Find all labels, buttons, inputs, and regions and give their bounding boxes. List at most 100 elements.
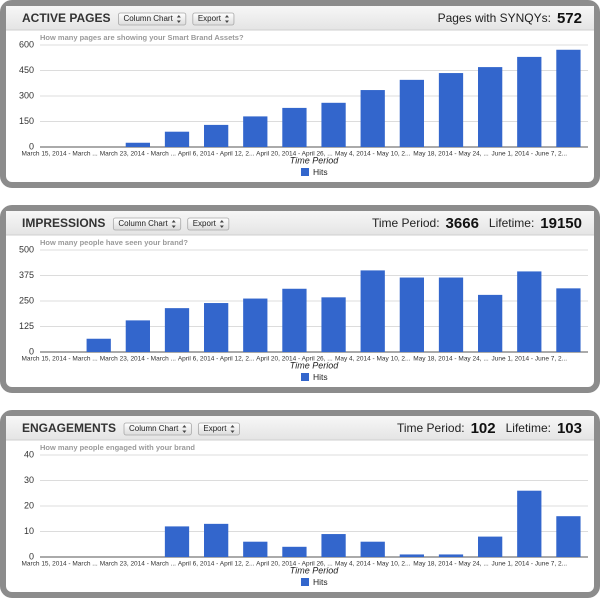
x-tick-label: May 18, 2014 - May 24, ... [413,561,489,568]
bar [478,67,503,147]
chart-subtitle: How many people have seen your brand? [40,238,188,247]
x-tick-label: March 15, 2014 - March ... [21,151,97,158]
stat-label: Time Period: [397,421,465,435]
panel-header [6,6,594,30]
legend-swatch [301,373,309,381]
x-axis-label: Time Period [290,360,339,370]
dropdown[interactable] [197,422,240,436]
bar [282,107,307,147]
bar [556,516,581,557]
y-tick-label: 0 [29,346,34,356]
x-tick-label: March 23, 2014 - March ... [100,356,176,363]
bar [282,546,307,557]
stat-value: 102 [471,420,496,437]
dropdown-label: Export [203,424,227,433]
panel-header [6,211,594,235]
stat-label: Lifetime: [506,421,551,435]
y-tick-label: 40 [24,449,34,459]
bar [399,277,424,352]
panel-title: IMPRESSIONS [22,216,105,230]
dropdown-label: Column Chart [123,14,173,23]
x-axis-label: Time Period [290,155,339,165]
bar [517,56,542,147]
y-tick-label: 20 [24,500,34,510]
x-tick-label: April 6, 2014 - April 12, 2... [178,356,255,363]
x-tick-label: March 15, 2014 - March ... [21,356,97,363]
dropdown-arrow [230,425,235,433]
y-tick-label: 125 [19,321,34,331]
legend-swatch [301,578,309,586]
dropdown[interactable] [112,217,182,231]
bar [478,536,503,557]
bar [556,288,581,352]
bar [243,541,268,557]
bar [556,49,581,148]
bar [321,534,346,557]
x-tick-label: March 15, 2014 - March ... [21,561,97,568]
x-tick-label: June 1, 2014 - June 7, 2... [492,151,568,158]
panel-title: ACTIVE PAGES [22,11,110,25]
bar [204,303,229,352]
panel-title: ENGAGEMENTS [22,421,116,435]
dropdown-label: Export [193,219,217,228]
y-tick-label: 300 [19,90,34,100]
x-tick-label: June 1, 2014 - June 7, 2... [492,561,568,568]
bar [438,277,464,352]
bar [243,116,268,147]
bar [243,298,268,352]
dropdown-label: Column Chart [129,424,179,433]
stat-value: 3666 [446,215,479,232]
y-tick-label: 500 [19,244,34,254]
dropdown[interactable] [118,12,187,26]
y-tick-label: 0 [29,141,34,151]
bar [164,131,190,147]
y-tick-label: 30 [24,475,34,485]
chart-subtitle: How many people engaged with your brand [40,443,195,452]
x-tick-label: April 6, 2014 - April 12, 2... [178,561,255,568]
stat-label: Time Period: [372,216,440,230]
dropdown-arrow [219,220,224,228]
bar [282,288,307,352]
x-tick-label: April 20, 2014 - April 26, ... [256,356,333,363]
x-tick-label: May 4, 2014 - May 10, 2... [335,356,411,363]
legend-swatch [301,168,309,176]
bar [125,142,150,147]
y-tick-label: 450 [19,65,34,75]
bar [86,338,111,352]
dropdown[interactable] [192,12,235,26]
bar [321,102,346,147]
bar [204,523,229,557]
stat-value: 19150 [540,215,582,232]
bar [438,554,464,557]
dropdown-arrow [224,15,229,23]
panel: ENGAGEMENTS Column Chart Export 103 Lifetime… [0,410,600,598]
bar [517,490,542,557]
stat-label: Lifetime: [489,216,534,230]
dropdown[interactable] [187,217,230,231]
x-tick-label: May 18, 2014 - May 24, ... [413,151,489,158]
x-tick-label: April 20, 2014 - April 26, ... [256,151,333,158]
dropdown[interactable] [123,422,192,436]
y-tick-label: 600 [19,39,34,49]
bar [399,554,424,557]
dropdown-label: Export [198,14,222,23]
bar [360,541,385,557]
bar [438,73,464,147]
y-tick-label: 150 [19,116,34,126]
x-tick-label: March 23, 2014 - March ... [100,151,176,158]
x-axis-label: Time Period [290,565,339,575]
bar [360,270,385,352]
stat-value: 103 [557,420,582,437]
bar [321,297,346,352]
x-tick-label: May 18, 2014 - May 24, ... [413,356,489,363]
bar [164,308,190,352]
bar [517,271,542,352]
bar [399,79,424,147]
y-tick-label: 250 [19,295,34,305]
x-tick-label: May 4, 2014 - May 10, 2... [335,561,411,568]
stat-label: Pages with SYNQYs: [438,11,551,25]
bar [478,294,503,352]
x-tick-label: May 4, 2014 - May 10, 2... [335,151,411,158]
dropdown-arrow [176,15,181,23]
